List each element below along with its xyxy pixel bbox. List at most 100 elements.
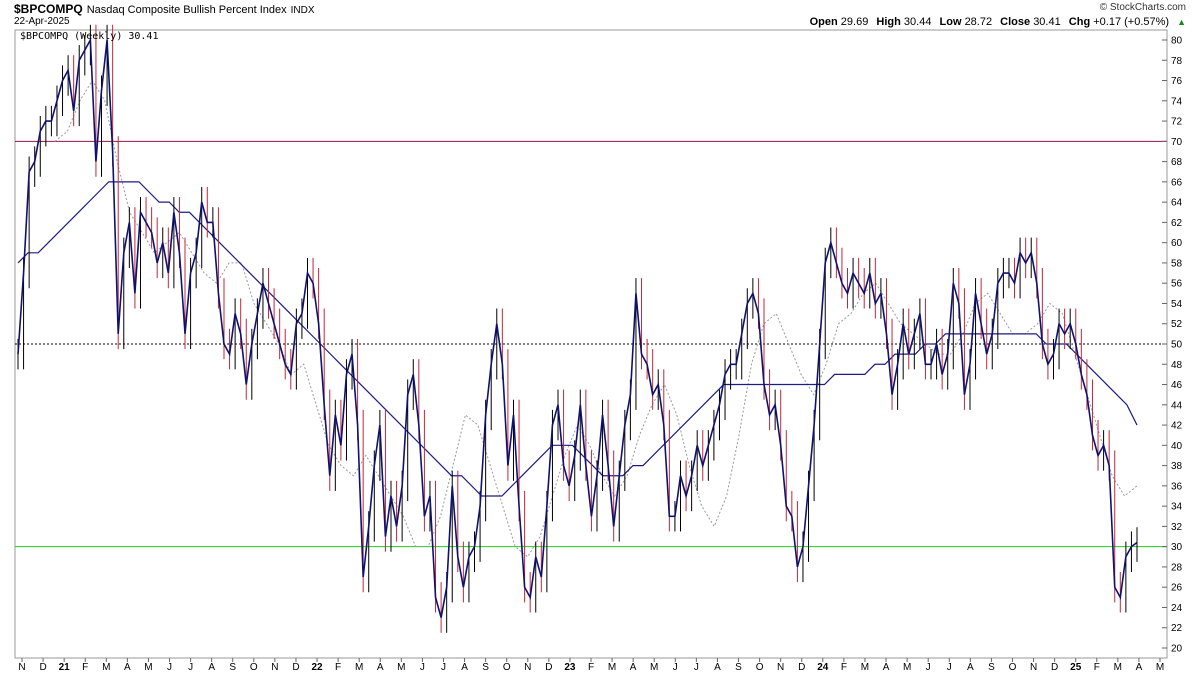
y-tick-label: 24 <box>1171 603 1183 614</box>
y-tick-label: 40 <box>1171 441 1183 452</box>
x-tick-label: N <box>524 662 531 673</box>
x-tick-label: F <box>1094 662 1100 673</box>
x-tick-label: S <box>482 662 489 673</box>
y-tick-label: 36 <box>1171 481 1183 492</box>
open-value: 29.69 <box>840 16 869 28</box>
y-tick-label: 68 <box>1171 157 1183 168</box>
x-tick-label: A <box>883 662 890 673</box>
x-tick-label: J <box>926 662 931 673</box>
x-tick-label: M <box>650 662 658 673</box>
x-tick-label: A <box>1136 662 1143 673</box>
x-tick-label: 21 <box>59 662 71 673</box>
x-tick-label: A <box>461 662 468 673</box>
x-tick-label: 22 <box>311 662 323 673</box>
symbol-description: Nasdaq Composite Bullish Percent Index <box>86 4 287 16</box>
y-tick-label: 32 <box>1171 522 1183 533</box>
y-tick-label: 62 <box>1171 218 1183 229</box>
y-tick-label: 74 <box>1171 96 1183 107</box>
y-tick-label: 44 <box>1171 400 1183 411</box>
x-tick-label: A <box>630 662 637 673</box>
chart-header: $BPCOMPQ Nasdaq Composite Bullish Percent… <box>0 0 1200 30</box>
x-tick-label: J <box>673 662 678 673</box>
x-tick-label: N <box>1030 662 1037 673</box>
y-tick-label: 70 <box>1171 137 1183 148</box>
ma-long-line <box>17 181 1138 497</box>
symbol-ticker: $BPCOMPQ <box>14 2 83 16</box>
y-tick-label: 72 <box>1171 117 1183 128</box>
y-tick-label: 38 <box>1171 461 1183 472</box>
x-tick-label: F <box>841 662 847 673</box>
chg-value: +0.17 (+0.57%) <box>1093 16 1170 28</box>
x-tick-label: F <box>335 662 341 673</box>
x-tick-label: D <box>1051 662 1058 673</box>
x-tick-label: S <box>735 662 742 673</box>
x-tick-label: M <box>144 662 152 673</box>
x-tick-label: A <box>124 662 131 673</box>
y-tick-label: 56 <box>1171 279 1183 290</box>
x-tick-label: A <box>208 662 215 673</box>
y-tick-label: 78 <box>1171 56 1183 67</box>
x-tick-label: J <box>947 662 952 673</box>
open-label: Open <box>809 16 838 28</box>
x-tick-label: M <box>1156 662 1164 673</box>
y-tick-label: 58 <box>1171 258 1183 269</box>
close-value: 30.41 <box>1033 16 1061 28</box>
x-tick-label: N <box>271 662 278 673</box>
x-tick-label: O <box>1009 662 1017 673</box>
x-tick-label: S <box>229 662 236 673</box>
y-tick-label: 64 <box>1171 198 1183 209</box>
x-tick-label: M <box>903 662 911 673</box>
y-tick-label: 60 <box>1171 238 1183 249</box>
x-tick-label: A <box>714 662 721 673</box>
chg-up-arrow-icon: ▲ <box>1177 17 1186 27</box>
y-tick-label: 20 <box>1171 644 1183 655</box>
x-tick-label: 24 <box>817 662 829 673</box>
ma-short-line <box>54 79 1138 558</box>
x-tick-label: 23 <box>564 662 576 673</box>
symbol-title: $BPCOMPQ Nasdaq Composite Bullish Percent… <box>14 2 315 16</box>
x-tick-label: D <box>292 662 299 673</box>
low-value: 28.72 <box>964 16 993 28</box>
high-value: 30.44 <box>903 16 932 28</box>
y-tick-label: 30 <box>1171 542 1183 553</box>
x-tick-label: M <box>1114 662 1122 673</box>
x-tick-label: N <box>777 662 784 673</box>
y-tick-label: 22 <box>1171 623 1183 634</box>
x-tick-label: M <box>608 662 616 673</box>
x-tick-label: J <box>694 662 699 673</box>
brand-watermark: © StockCharts.com <box>1099 2 1186 13</box>
y-tick-label: 34 <box>1171 502 1183 513</box>
y-tick-label: 52 <box>1171 319 1183 330</box>
low-label: Low <box>939 16 962 28</box>
x-tick-label: O <box>250 662 258 673</box>
x-tick-label: A <box>377 662 384 673</box>
x-tick-label: M <box>861 662 869 673</box>
ohlc-stats: Open 29.69 High 30.44 Low 28.72 Close 30… <box>810 16 1186 28</box>
y-axis: 20 22 24 26 28 30 32 34 36 38 40 42 44 46 48 50 52 54 56 58… <box>1162 36 1183 655</box>
y-tick-label: 46 <box>1171 380 1183 391</box>
y-tick-label: 80 <box>1171 36 1183 47</box>
y-tick-label: 54 <box>1171 299 1183 310</box>
y-tick-label: 48 <box>1171 360 1183 371</box>
x-tick-label: D <box>545 662 552 673</box>
x-tick-label: M <box>355 662 363 673</box>
x-tick-label: S <box>988 662 995 673</box>
price-line <box>17 37 1138 618</box>
symbol-exchange: INDX <box>290 5 315 16</box>
chg-label: Chg <box>1068 16 1091 28</box>
x-tick-label: 25 <box>1070 662 1082 673</box>
chart-date: 22-Apr-2025 <box>14 16 70 27</box>
y-tick-label: 50 <box>1171 340 1183 351</box>
y-tick-label: 42 <box>1171 421 1183 432</box>
x-tick-label: J <box>188 662 193 673</box>
y-tick-label: 66 <box>1171 177 1183 188</box>
x-tick-label: M <box>102 662 110 673</box>
y-tick-label: 26 <box>1171 583 1183 594</box>
x-tick-label: J <box>441 662 446 673</box>
y-tick-label: 76 <box>1171 76 1183 87</box>
x-tick-label: F <box>82 662 88 673</box>
y-tick-label: 28 <box>1171 562 1183 573</box>
x-tick-label: D <box>39 662 46 673</box>
x-tick-label: N <box>18 662 25 673</box>
